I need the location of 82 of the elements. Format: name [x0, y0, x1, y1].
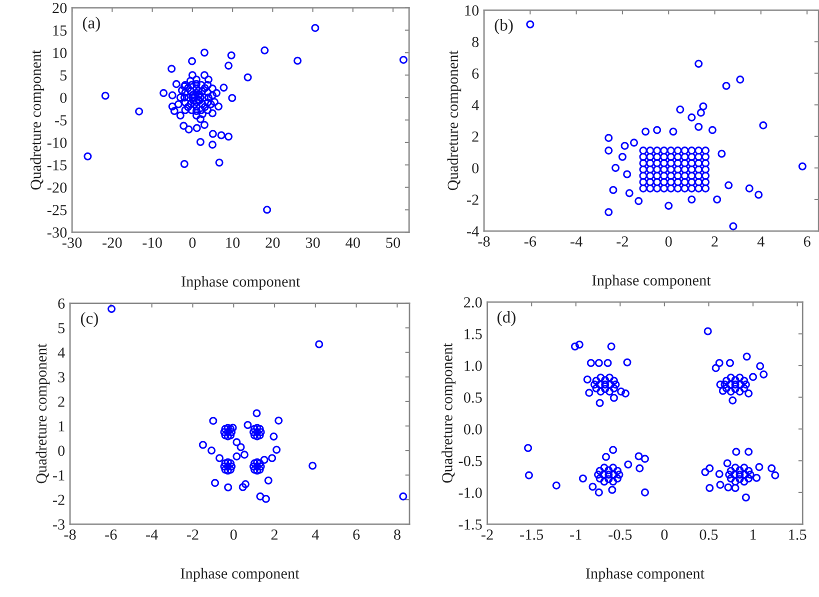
y-tick-label: 1.0 [464, 360, 482, 372]
x-tick-label: -8 [64, 529, 76, 540]
y-tick-label: 20 [52, 2, 67, 14]
y-tick-label: -3 [53, 519, 65, 530]
x-tick-label: -4 [570, 236, 582, 246]
x-axis-title: Inphase component [586, 568, 704, 582]
y-axis-title: Quadreture component [442, 343, 456, 483]
y-tick-label: -15 [47, 160, 67, 170]
annotation: (b) [494, 18, 513, 34]
x-tick-label: 8 [394, 529, 400, 540]
annotation: (a) [82, 16, 100, 32]
x-tick-label: 2 [271, 530, 278, 540]
y-tick-label: 15 [53, 25, 67, 36]
x-tick-label: -6 [524, 236, 536, 247]
x-tick-label: 0.5 [700, 529, 718, 540]
x-tick-label: -2 [186, 530, 198, 540]
x-tick-label: 0 [661, 529, 668, 540]
x-tick-label: -0.5 [608, 529, 632, 540]
y-tick-label: 5 [60, 70, 67, 81]
y-tick-label: 10 [53, 48, 67, 58]
y-tick-label: 8 [472, 36, 479, 48]
y-tick-label: 1.5 [464, 329, 482, 340]
x-tick-label: 0 [665, 236, 672, 247]
y-tick-label: -1 [53, 470, 64, 480]
x-tick-label: 6 [804, 236, 810, 247]
y-tick-label: 4 [472, 100, 479, 110]
y-tick-label: 6 [472, 68, 479, 79]
y-tick-label: 0 [58, 446, 65, 456]
y-tick-label: -30 [47, 227, 67, 238]
y-tick-label: 2.0 [464, 297, 482, 308]
y-tick-label: 3 [58, 372, 65, 382]
y-tick-label: -20 [47, 182, 67, 193]
y-tick-label: 10 [465, 5, 479, 16]
x-axis-title: Inphase component [592, 274, 711, 289]
x-tick-label: -10 [142, 238, 162, 248]
y-tick-label: -1.5 [458, 519, 482, 530]
y-tick-label: -2 [53, 494, 64, 505]
x-tick-label: -2 [482, 530, 493, 540]
y-tick-label: 5 [58, 323, 65, 334]
y-tick-label: 4 [58, 348, 65, 358]
x-tick-label: -4 [146, 530, 158, 540]
annotation: (c) [80, 312, 98, 328]
y-tick-label: 0.0 [464, 424, 482, 435]
y-tick-label: 2 [472, 132, 478, 142]
x-tick-label: 50 [386, 238, 400, 248]
y-axis-title: Quadreture component [447, 50, 462, 190]
y-tick-label: -1.0 [458, 488, 482, 498]
x-tick-label: 2 [712, 236, 718, 246]
y-tick-label: 2 [58, 396, 64, 407]
y-tick-label: 6 [58, 298, 65, 309]
x-tick-label: 0 [189, 238, 196, 248]
x-tick-label: 1 [750, 530, 756, 540]
x-tick-label: -8 [478, 236, 490, 247]
y-tick-label: -25 [47, 204, 67, 216]
annotation: (d) [497, 310, 516, 326]
y-tick-label: -2 [467, 194, 478, 205]
y-tick-label: -4 [467, 226, 479, 236]
x-tick-label: 1.5 [789, 530, 806, 540]
x-tick-label: 20 [266, 238, 280, 248]
y-tick-label: -5 [55, 115, 67, 126]
x-axis-title: Inphase component [182, 276, 300, 290]
x-axis-title: Inphase component [180, 568, 300, 582]
y-tick-label: 1 [58, 421, 64, 432]
x-tick-label: 4 [312, 530, 320, 540]
y-tick-label: 0 [60, 92, 67, 103]
x-tick-label: -2 [616, 236, 628, 246]
x-tick-label: 0 [230, 529, 237, 540]
x-tick-label: -6 [105, 530, 117, 540]
x-tick-label: 40 [346, 238, 360, 248]
y-tick-label: -10 [47, 138, 67, 148]
y-axis-title: Quadreture component [30, 50, 44, 190]
x-tick-label: 10 [226, 238, 240, 248]
x-tick-label: 30 [306, 238, 320, 248]
x-tick-label: -1.5 [520, 530, 544, 540]
x-tick-label: 6 [353, 530, 360, 540]
y-axis-title: Quadreture component [36, 344, 50, 484]
y-tick-label: 0 [472, 163, 479, 174]
y-tick-label: 0.5 [464, 392, 482, 403]
x-tick-label: -1 [570, 530, 582, 540]
x-tick-label: -20 [102, 238, 122, 248]
y-tick-label: -0.5 [458, 456, 482, 466]
x-tick-label: 4 [757, 236, 764, 246]
